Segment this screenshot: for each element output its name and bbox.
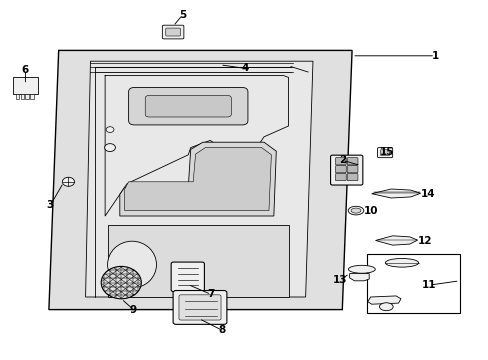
- Ellipse shape: [107, 241, 156, 288]
- Text: 13: 13: [332, 275, 346, 285]
- Polygon shape: [30, 94, 34, 99]
- Text: 11: 11: [421, 280, 436, 290]
- Ellipse shape: [347, 265, 375, 273]
- FancyBboxPatch shape: [346, 158, 357, 165]
- Text: 10: 10: [363, 206, 377, 216]
- Polygon shape: [120, 142, 276, 216]
- Text: 3: 3: [47, 200, 54, 210]
- FancyBboxPatch shape: [380, 150, 389, 156]
- Ellipse shape: [347, 206, 363, 215]
- Ellipse shape: [379, 303, 392, 311]
- Polygon shape: [20, 94, 24, 99]
- Ellipse shape: [62, 177, 74, 186]
- Ellipse shape: [106, 127, 114, 132]
- Text: 6: 6: [22, 65, 29, 75]
- Polygon shape: [16, 94, 19, 99]
- Text: 1: 1: [431, 51, 438, 61]
- Ellipse shape: [385, 258, 418, 267]
- Text: 4: 4: [241, 63, 249, 73]
- Text: 2: 2: [338, 155, 345, 165]
- Polygon shape: [107, 225, 288, 297]
- FancyBboxPatch shape: [346, 174, 357, 181]
- FancyBboxPatch shape: [162, 25, 183, 39]
- FancyBboxPatch shape: [171, 262, 204, 292]
- FancyBboxPatch shape: [179, 295, 221, 320]
- FancyBboxPatch shape: [335, 158, 346, 165]
- FancyBboxPatch shape: [145, 95, 231, 117]
- FancyBboxPatch shape: [165, 28, 180, 36]
- Text: 12: 12: [417, 236, 432, 246]
- Text: 5: 5: [179, 10, 185, 20]
- Text: 8: 8: [219, 325, 225, 336]
- Polygon shape: [371, 189, 420, 198]
- Ellipse shape: [104, 144, 115, 152]
- FancyBboxPatch shape: [377, 148, 392, 158]
- Polygon shape: [124, 148, 271, 211]
- FancyBboxPatch shape: [173, 291, 226, 324]
- FancyBboxPatch shape: [330, 155, 362, 185]
- FancyBboxPatch shape: [13, 77, 38, 94]
- Ellipse shape: [101, 266, 141, 299]
- FancyBboxPatch shape: [346, 166, 357, 173]
- Polygon shape: [375, 236, 417, 245]
- Text: 9: 9: [130, 305, 137, 315]
- Text: 15: 15: [379, 147, 394, 157]
- FancyBboxPatch shape: [335, 174, 346, 181]
- Text: 7: 7: [207, 289, 215, 300]
- Polygon shape: [49, 50, 351, 310]
- Ellipse shape: [350, 208, 360, 213]
- Text: 14: 14: [420, 189, 434, 199]
- Polygon shape: [25, 94, 29, 99]
- Polygon shape: [367, 296, 400, 304]
- FancyBboxPatch shape: [335, 166, 346, 173]
- Polygon shape: [85, 61, 312, 297]
- Polygon shape: [349, 274, 368, 281]
- FancyBboxPatch shape: [128, 87, 247, 125]
